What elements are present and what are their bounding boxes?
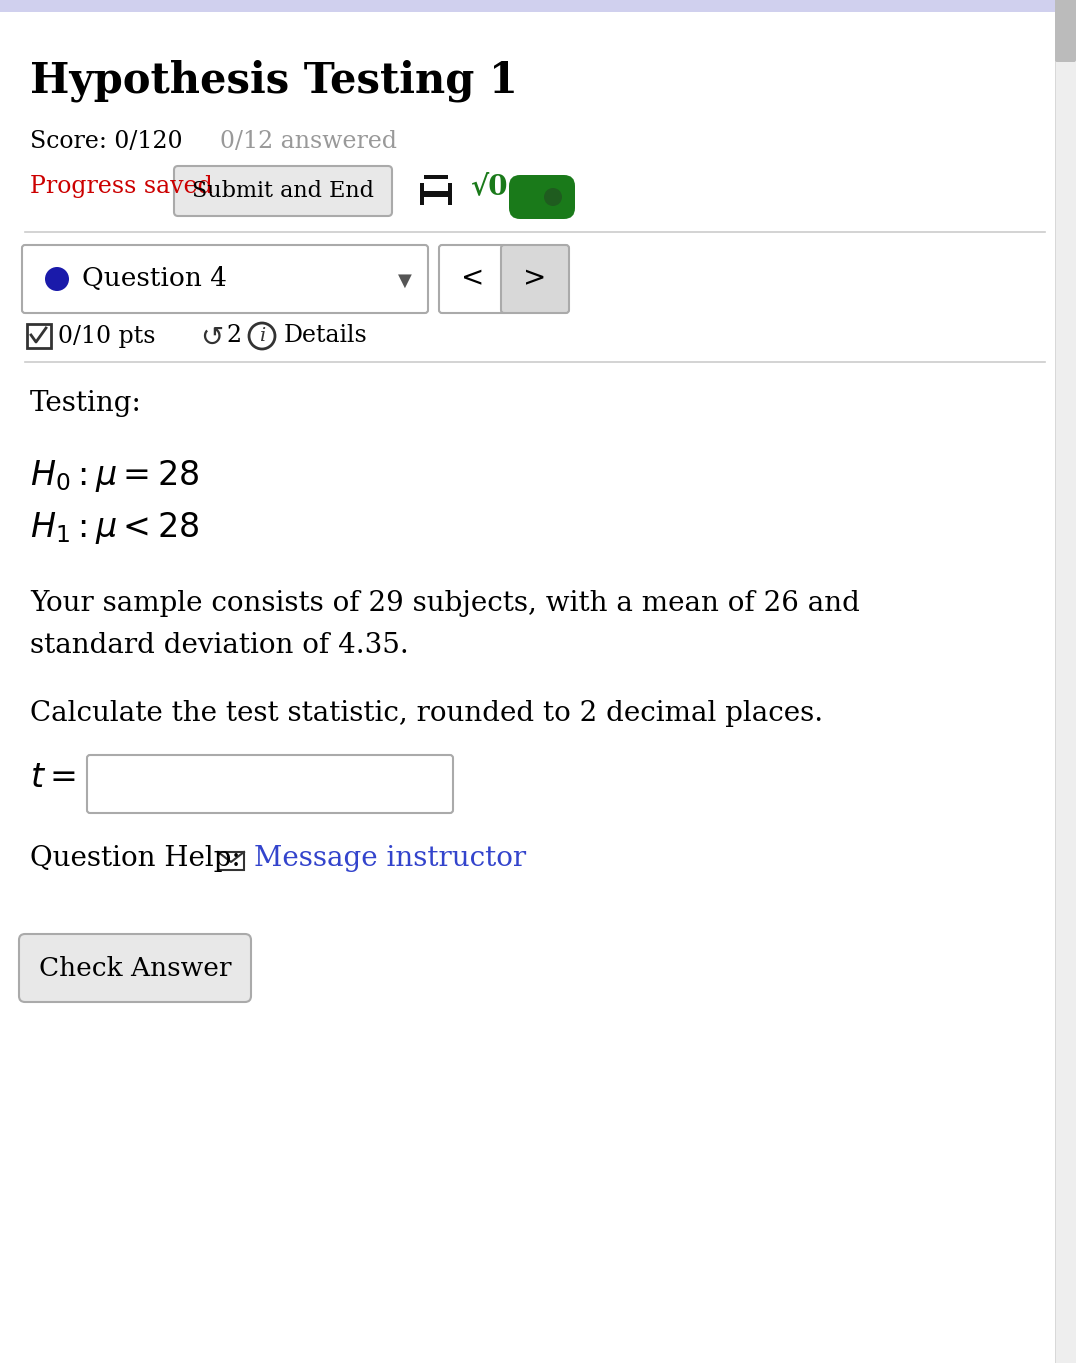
Text: i: i xyxy=(259,327,265,345)
Text: $H_1$$:\mu < 28$: $H_1$$:\mu < 28$ xyxy=(30,510,199,547)
Text: √0: √0 xyxy=(470,173,508,200)
FancyBboxPatch shape xyxy=(424,198,448,207)
Text: Submit and End: Submit and End xyxy=(192,180,374,202)
FancyBboxPatch shape xyxy=(1054,0,1076,1363)
Text: ▼: ▼ xyxy=(398,273,412,290)
FancyBboxPatch shape xyxy=(439,245,507,313)
FancyBboxPatch shape xyxy=(509,174,575,219)
Text: 0/12 answered: 0/12 answered xyxy=(220,129,397,153)
Text: $t =$: $t =$ xyxy=(30,762,76,795)
Text: Question Help:: Question Help: xyxy=(30,845,241,872)
FancyBboxPatch shape xyxy=(27,324,51,348)
Circle shape xyxy=(544,188,562,206)
Text: 0/10 pts: 0/10 pts xyxy=(58,324,156,348)
FancyBboxPatch shape xyxy=(87,755,453,812)
FancyBboxPatch shape xyxy=(424,174,448,187)
Text: 2: 2 xyxy=(226,324,241,348)
Text: <: < xyxy=(462,266,484,293)
FancyBboxPatch shape xyxy=(0,0,1076,12)
Text: $H_0$$:\mu = 28$: $H_0$$:\mu = 28$ xyxy=(30,458,199,493)
Text: Calculate the test statistic, rounded to 2 decimal places.: Calculate the test statistic, rounded to… xyxy=(30,701,823,726)
FancyBboxPatch shape xyxy=(218,852,244,870)
FancyBboxPatch shape xyxy=(22,245,428,313)
Text: >: > xyxy=(523,266,547,293)
Text: Message instructor: Message instructor xyxy=(254,845,526,872)
FancyBboxPatch shape xyxy=(424,179,448,191)
Circle shape xyxy=(249,323,275,349)
Text: Score: 0/120: Score: 0/120 xyxy=(30,129,183,153)
Text: Check Answer: Check Answer xyxy=(39,955,231,980)
Text: ↺: ↺ xyxy=(200,324,223,352)
FancyBboxPatch shape xyxy=(501,245,569,313)
Text: Your sample consists of 29 subjects, with a mean of 26 and: Your sample consists of 29 subjects, wit… xyxy=(30,590,860,617)
FancyBboxPatch shape xyxy=(420,183,452,204)
Text: standard deviation of 4.35.: standard deviation of 4.35. xyxy=(30,632,409,658)
Text: Details: Details xyxy=(284,324,368,348)
Text: Progress saved: Progress saved xyxy=(30,174,213,198)
FancyBboxPatch shape xyxy=(174,166,392,215)
Circle shape xyxy=(45,267,69,290)
FancyBboxPatch shape xyxy=(19,934,251,1002)
Text: Question 4: Question 4 xyxy=(82,267,227,292)
Text: Hypothesis Testing 1: Hypothesis Testing 1 xyxy=(30,60,518,102)
FancyBboxPatch shape xyxy=(1054,0,1076,61)
Text: Testing:: Testing: xyxy=(30,390,142,417)
